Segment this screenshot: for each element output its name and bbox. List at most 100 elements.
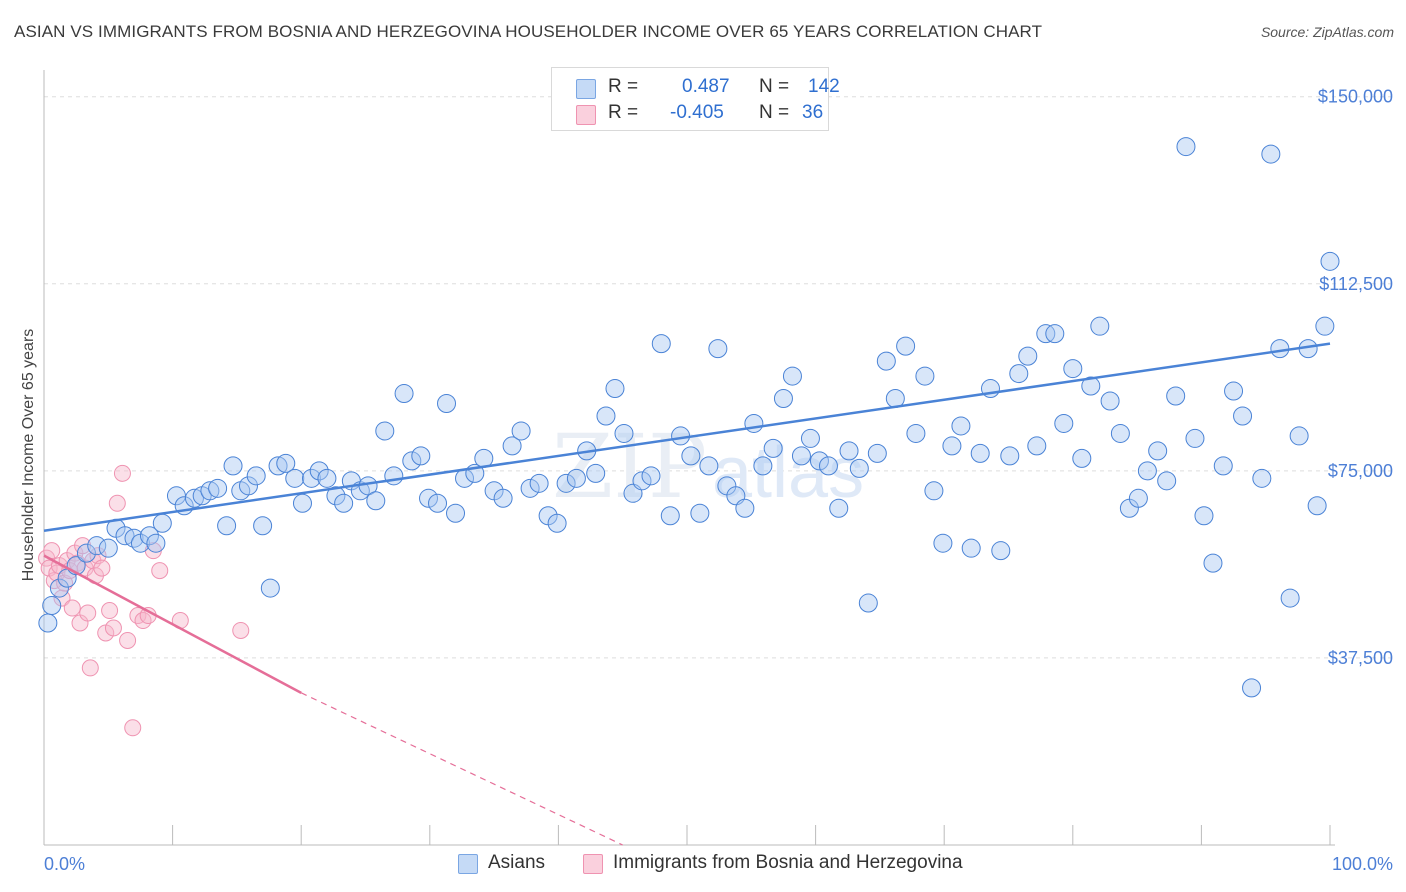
point-asian xyxy=(1054,413,1074,433)
point-bosnia xyxy=(151,562,169,580)
point-asian xyxy=(428,493,448,513)
bottom-legend-swatch-asians xyxy=(458,854,478,874)
point-asian xyxy=(268,456,288,476)
point-asian xyxy=(1063,359,1083,379)
point-asian xyxy=(991,541,1011,561)
point-asian xyxy=(942,436,962,456)
point-asian xyxy=(38,613,58,633)
point-asian xyxy=(632,471,652,491)
x-tick-label-min: 0.0% xyxy=(44,854,85,874)
point-asian xyxy=(1280,588,1300,608)
point-asian xyxy=(1081,376,1101,396)
point-asian xyxy=(651,334,671,354)
point-bosnia xyxy=(113,464,131,482)
point-asian xyxy=(1176,137,1196,157)
point-asian xyxy=(124,528,144,548)
point-asian xyxy=(1203,553,1223,573)
point-asian xyxy=(502,436,522,456)
point-asian xyxy=(1009,364,1029,384)
y-axis-tick-labels: $37,500 $75,000 $112,500 $150,000 xyxy=(1318,87,1393,668)
chart-title: ASIAN VS IMMIGRANTS FROM BOSNIA AND HERZ… xyxy=(14,22,1043,41)
point-asian xyxy=(829,498,849,518)
point-asian xyxy=(690,503,710,523)
point-bosnia xyxy=(79,604,97,622)
point-asian xyxy=(139,526,159,546)
point-bosnia xyxy=(119,631,137,649)
point-asian xyxy=(1224,381,1244,401)
point-asian xyxy=(334,493,354,513)
point-asian xyxy=(791,446,811,466)
point-asian xyxy=(933,533,953,553)
point-asian xyxy=(411,446,431,466)
x-tick-label-max: 100.0% xyxy=(1332,854,1393,874)
point-asian xyxy=(744,413,764,433)
point-bosnia xyxy=(232,621,250,639)
point-asian xyxy=(782,366,802,386)
point-asian xyxy=(146,533,166,553)
y-tick-label: $150,000 xyxy=(1318,87,1393,107)
point-asian xyxy=(1018,346,1038,366)
point-asian xyxy=(511,421,531,441)
point-asian xyxy=(419,488,439,508)
point-asian xyxy=(1166,386,1186,406)
point-asian xyxy=(1242,678,1262,698)
point-asian xyxy=(809,451,829,471)
legend-n-value: 36 xyxy=(802,102,824,123)
point-asian xyxy=(184,488,204,508)
point-asian xyxy=(1194,506,1214,526)
point-asian xyxy=(217,516,237,536)
point-asian xyxy=(596,406,616,426)
point-asian xyxy=(800,428,820,448)
point-asian xyxy=(1128,488,1148,508)
y-tick-label: $75,000 xyxy=(1328,461,1393,481)
point-asian xyxy=(301,468,321,488)
point-bosnia xyxy=(93,559,111,577)
point-asian xyxy=(924,481,944,501)
point-asian xyxy=(858,593,878,613)
point-asian xyxy=(437,394,457,414)
point-asian xyxy=(547,513,567,533)
point-asian xyxy=(152,513,172,533)
bottom-legend-label-asians: Asians xyxy=(488,852,546,873)
x-axis-ticks xyxy=(172,825,1331,845)
axes xyxy=(43,70,1335,846)
point-asian xyxy=(818,456,838,476)
point-asian xyxy=(1261,144,1281,164)
point-asian xyxy=(238,476,258,496)
point-asian xyxy=(309,461,329,481)
point-asian xyxy=(1185,428,1205,448)
trend-line-bosnia xyxy=(43,554,302,694)
point-asian xyxy=(1270,339,1290,359)
point-bosnia xyxy=(108,494,126,512)
point-asian xyxy=(763,438,783,458)
point-asian xyxy=(671,426,691,446)
point-asian xyxy=(1045,324,1065,344)
point-asian xyxy=(1233,406,1253,426)
point-asian xyxy=(87,536,107,556)
point-asian xyxy=(1072,448,1092,468)
point-asian xyxy=(1320,251,1340,271)
point-asian xyxy=(276,453,296,473)
y-tick-label: $112,500 xyxy=(1319,274,1393,294)
point-asian xyxy=(849,458,869,478)
point-bosnia xyxy=(124,719,142,737)
point-asian xyxy=(970,443,990,463)
point-asian xyxy=(1213,456,1233,476)
point-asian xyxy=(961,538,981,558)
y-tick-label: $37,500 xyxy=(1328,648,1393,668)
point-asian xyxy=(493,488,513,508)
legend-r-label: R = xyxy=(608,76,639,97)
point-asian xyxy=(326,486,346,506)
point-asian xyxy=(915,366,935,386)
point-asian xyxy=(951,416,971,436)
point-bosnia xyxy=(134,612,152,630)
series-asians-points xyxy=(38,137,1340,698)
point-asian xyxy=(876,351,896,371)
point-asian xyxy=(605,379,625,399)
grid-lines xyxy=(44,96,1393,659)
point-asian xyxy=(1307,496,1327,516)
point-asian xyxy=(98,538,118,558)
point-bosnia xyxy=(129,607,147,625)
point-asian xyxy=(556,473,576,493)
point-asian xyxy=(1110,423,1130,443)
